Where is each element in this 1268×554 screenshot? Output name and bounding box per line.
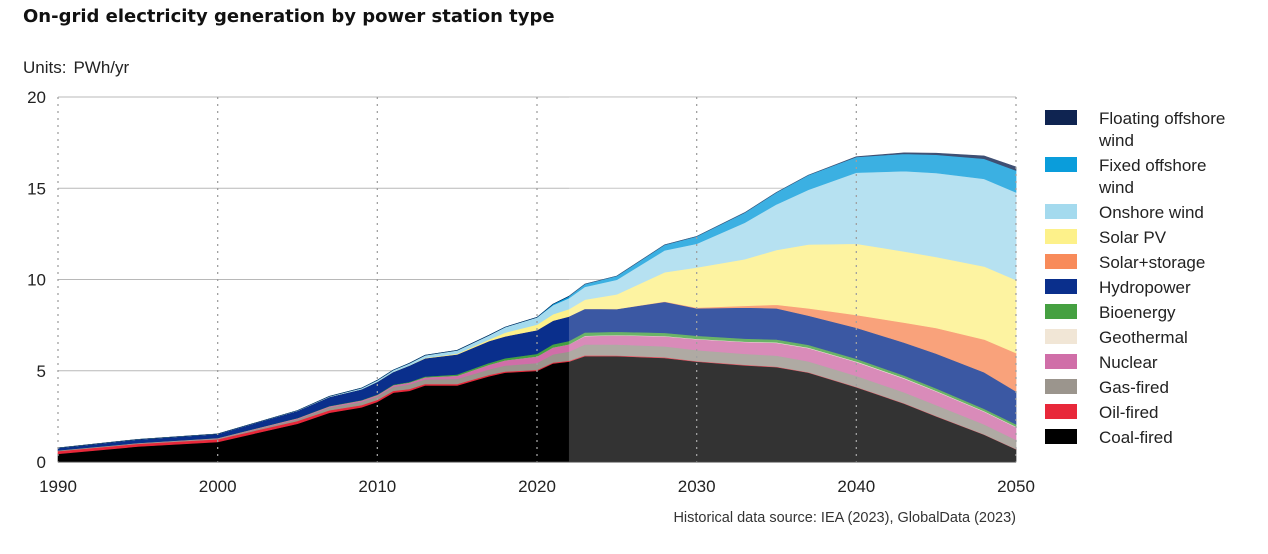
- units-label: Units: PWh/yr: [23, 58, 129, 78]
- source-note: Historical data source: IEA (2023), Glob…: [673, 510, 1016, 526]
- x-tick-label: 2050: [997, 477, 1035, 496]
- tick-layer: 1990 2000 2010 2020 2030 2040 2050 0 5 10 15 20: [27, 88, 1035, 496]
- x-tick-label: 2030: [678, 477, 716, 496]
- legend-item: Geothermal: [1045, 327, 1255, 349]
- legend-label: Nuclear: [1099, 353, 1158, 372]
- legend-label: Solar PV: [1099, 228, 1167, 247]
- legend-swatch: [1045, 304, 1077, 319]
- units-value: PWh/yr: [73, 58, 130, 77]
- legend-item: Onshore wind: [1045, 202, 1255, 224]
- legend: Floating offshore wind Fixed offshore win…: [1045, 108, 1255, 452]
- legend-label: Solar+storage: [1099, 253, 1206, 272]
- legend-label: Geothermal: [1099, 328, 1188, 347]
- legend-item: Fixed offshore wind: [1045, 155, 1255, 199]
- y-tick-label: 15: [27, 179, 46, 198]
- legend-item: Gas-fired: [1045, 377, 1255, 399]
- legend-label: Onshore wind: [1099, 203, 1204, 222]
- legend-item: Coal-fired: [1045, 427, 1255, 449]
- legend-swatch: [1045, 110, 1077, 125]
- y-tick-label: 0: [37, 453, 46, 472]
- legend-swatch: [1045, 329, 1077, 344]
- legend-item: Nuclear: [1045, 352, 1255, 374]
- chart-title: On-grid electricity generation by power …: [23, 6, 555, 27]
- legend-swatch: [1045, 429, 1077, 444]
- area-layer: [57, 152, 1017, 463]
- legend-item: Hydropower: [1045, 277, 1255, 299]
- legend-item: Oil-fired: [1045, 402, 1255, 424]
- legend-label: Fixed offshore wind: [1099, 156, 1207, 197]
- legend-label: Coal-fired: [1099, 428, 1173, 447]
- legend-swatch: [1045, 354, 1077, 369]
- units-prefix: Units:: [23, 58, 67, 77]
- legend-swatch: [1045, 157, 1077, 172]
- x-tick-label: 2020: [518, 477, 556, 496]
- legend-swatch: [1045, 229, 1077, 244]
- legend-label: Hydropower: [1099, 278, 1191, 297]
- x-tick-label: 2010: [358, 477, 396, 496]
- x-tick-label: 1990: [39, 477, 77, 496]
- legend-label: Gas-fired: [1099, 378, 1169, 397]
- x-tick-label: 2040: [837, 477, 875, 496]
- y-tick-label: 20: [27, 88, 46, 107]
- legend-label: Oil-fired: [1099, 403, 1159, 422]
- y-tick-label: 5: [37, 362, 46, 381]
- projection-shade: [568, 97, 1016, 462]
- legend-swatch: [1045, 404, 1077, 419]
- legend-item: Solar+storage: [1045, 252, 1255, 274]
- y-tick-label: 10: [27, 271, 46, 290]
- legend-item: Solar PV: [1045, 227, 1255, 249]
- legend-label: Bioenergy: [1099, 303, 1176, 322]
- legend-swatch: [1045, 254, 1077, 269]
- legend-swatch: [1045, 279, 1077, 294]
- legend-item: Bioenergy: [1045, 302, 1255, 324]
- legend-label: Floating offshore wind: [1099, 109, 1226, 150]
- overlay-layer: [57, 97, 1017, 462]
- legend-item: Floating offshore wind: [1045, 108, 1255, 152]
- legend-swatch: [1045, 204, 1077, 219]
- x-tick-label: 2000: [199, 477, 237, 496]
- legend-swatch: [1045, 379, 1077, 394]
